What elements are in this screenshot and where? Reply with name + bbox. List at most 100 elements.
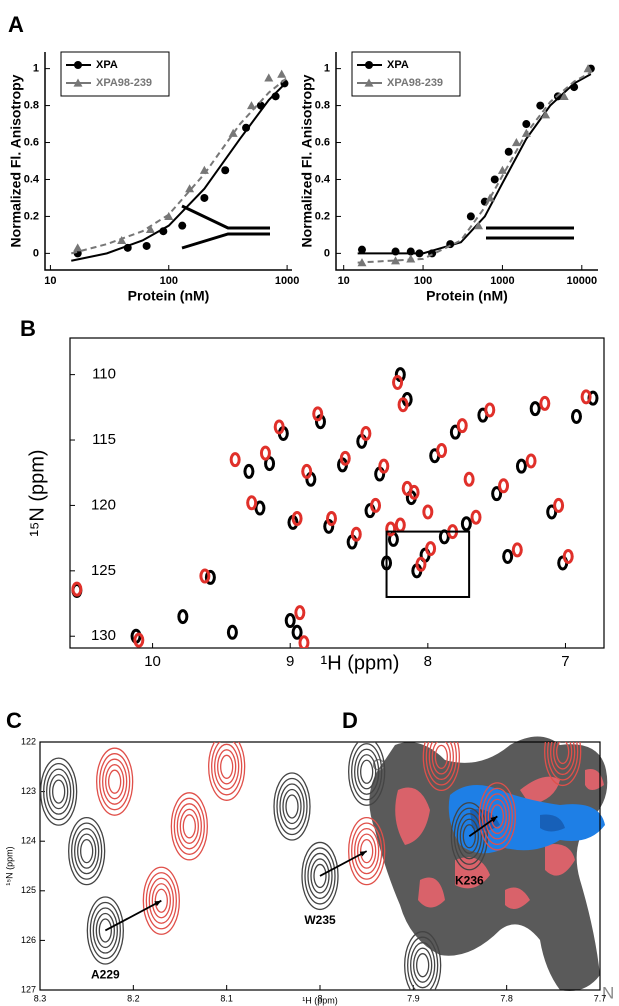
contour (282, 788, 302, 825)
contour (487, 798, 507, 835)
legend-label: XPA (96, 59, 118, 71)
contour (95, 912, 115, 949)
x-axis-label: ¹H (ppm) (302, 995, 338, 1005)
contour (49, 773, 69, 810)
contour (154, 888, 168, 913)
y-tick-label: 1 (33, 63, 39, 75)
zoom-box (385, 530, 471, 598)
peak (291, 511, 303, 527)
contour (453, 807, 485, 865)
y-tick-label: 122 (21, 736, 36, 746)
contour (276, 777, 308, 836)
contour (301, 841, 339, 911)
point (391, 256, 401, 265)
contour (313, 863, 327, 889)
peaks (71, 367, 599, 648)
contour (52, 779, 66, 804)
contour (351, 743, 383, 801)
point (474, 221, 484, 230)
x-tick-label: 10000 (567, 275, 598, 287)
peak (86, 896, 124, 965)
y-tick-label: 0.8 (24, 99, 39, 111)
point (541, 110, 551, 119)
point (117, 235, 127, 245)
contour (68, 816, 106, 886)
peak (229, 452, 241, 468)
point (406, 254, 416, 263)
contour (413, 947, 433, 983)
peak (273, 772, 311, 841)
y-axis-label: Normalized Fl. Anisotropy (8, 74, 24, 247)
peak (208, 742, 246, 801)
x-tick-label: 7.7 (594, 993, 607, 1003)
dna-duplex-icon (486, 226, 574, 240)
point (466, 212, 475, 221)
peak (68, 816, 106, 886)
contour (151, 883, 171, 919)
point (200, 193, 209, 202)
contour (478, 782, 516, 851)
contour (556, 742, 570, 765)
peak (170, 792, 208, 861)
peak (491, 486, 503, 502)
peak (40, 757, 78, 826)
peak (385, 521, 397, 537)
contour (43, 762, 75, 821)
plot-frame (69, 337, 605, 649)
x-tick-label: 10 (144, 653, 161, 670)
contour (547, 742, 579, 781)
contour (99, 753, 131, 811)
peak (415, 556, 427, 572)
contour (217, 749, 237, 785)
peak (436, 442, 448, 458)
axis-line (44, 52, 292, 271)
x-tick-label: 1000 (490, 275, 514, 287)
point (485, 193, 495, 202)
point (497, 165, 507, 174)
contour (80, 838, 94, 864)
y-tick-label: 1 (324, 63, 330, 75)
y-tick-label: 0.4 (24, 173, 40, 185)
peak (456, 418, 468, 434)
peak (246, 495, 258, 511)
point (142, 241, 151, 250)
contour (176, 803, 202, 850)
peak (394, 517, 406, 533)
y-tick-label: 0.8 (315, 99, 330, 111)
peak (301, 841, 339, 911)
peak (204, 569, 216, 585)
contour (46, 768, 72, 815)
peak (570, 408, 582, 424)
y-tick-label: 127 (21, 984, 36, 994)
y-tick-label: 0 (33, 247, 39, 259)
peak (397, 397, 409, 413)
contour (40, 757, 78, 826)
contour (404, 931, 442, 990)
y-tick-label: 0.4 (315, 173, 331, 185)
peak (312, 406, 324, 422)
shift-arrow (104, 899, 162, 932)
contour (459, 818, 479, 854)
legend-label: XPA (387, 59, 409, 71)
contour (208, 742, 246, 801)
contour (307, 852, 333, 900)
contour (484, 793, 510, 840)
point (522, 120, 531, 129)
point (271, 92, 280, 101)
contour (179, 808, 199, 844)
point (185, 184, 195, 193)
peak (525, 453, 537, 469)
y-tick-label: 0.2 (24, 210, 39, 222)
peak (226, 624, 238, 640)
contour (182, 814, 196, 839)
peak-label: K236 (455, 873, 484, 887)
contour (360, 838, 374, 864)
fit-curve (71, 77, 288, 255)
peak (515, 458, 527, 474)
contour (74, 827, 100, 875)
x-tick-label: 9 (286, 653, 294, 670)
legend-box (60, 51, 170, 97)
contour (354, 827, 380, 875)
contour (357, 754, 377, 790)
